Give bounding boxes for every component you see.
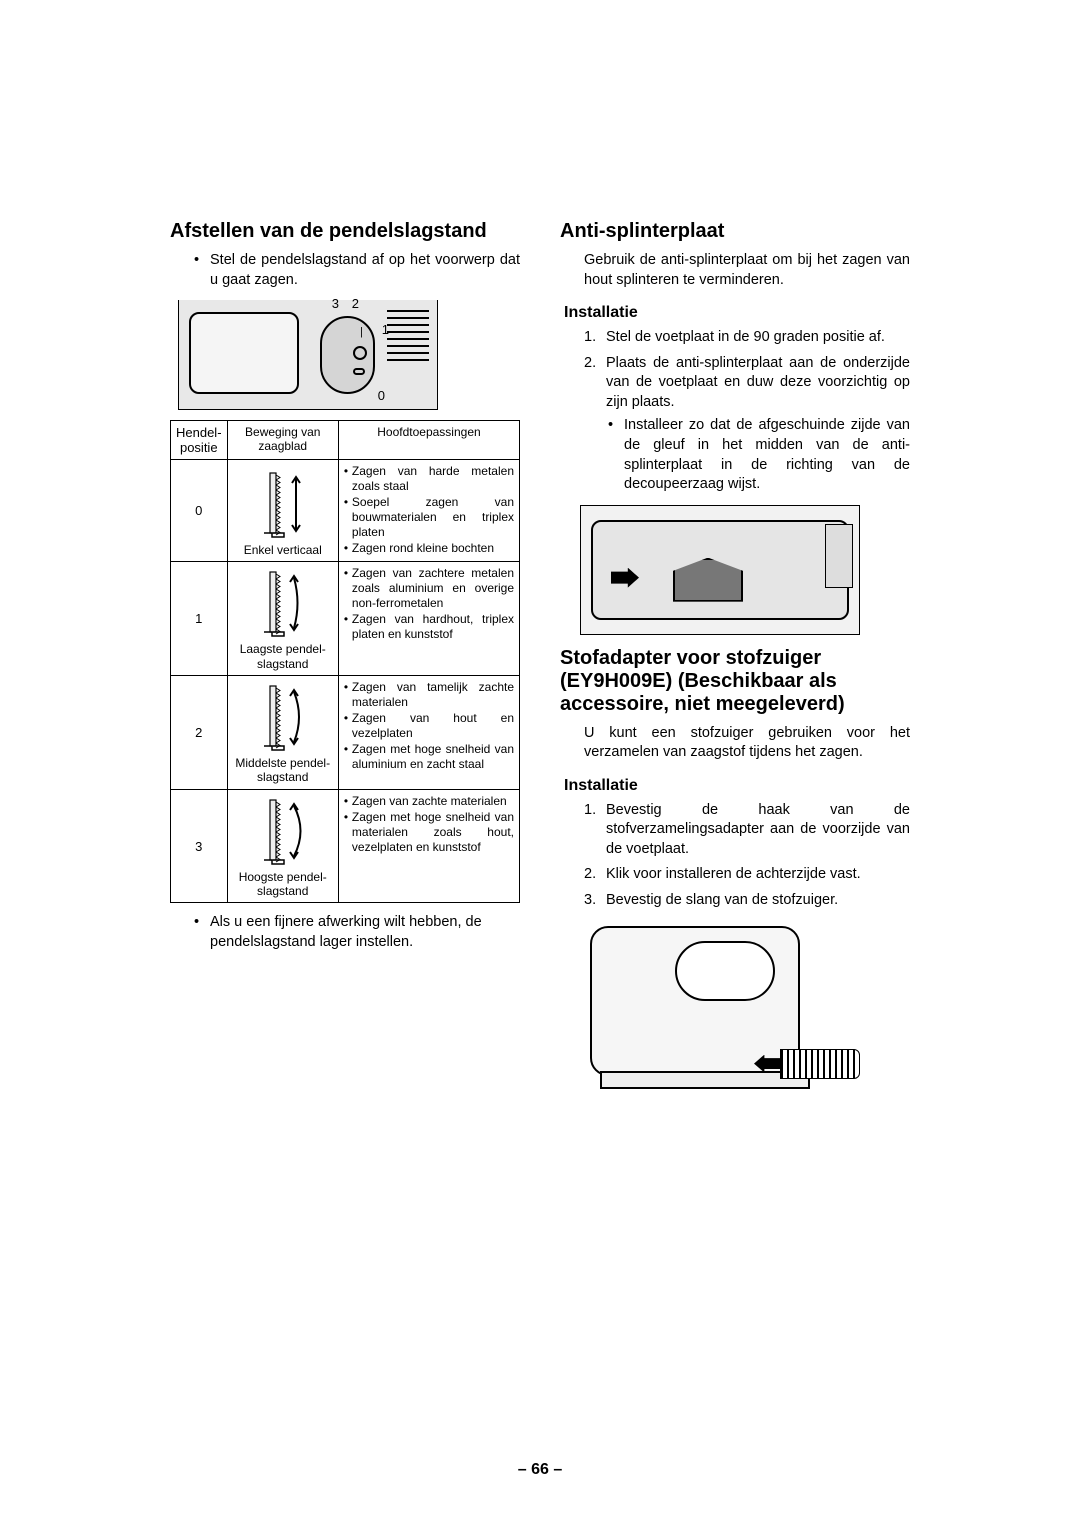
dial-mark-oval (353, 368, 365, 375)
movement-label: Enkel verticaal (233, 543, 333, 557)
cell-applications: Zagen van zachte materialenZagen met hog… (338, 789, 519, 903)
diagram-ridges (387, 310, 429, 366)
table-row: 0 Enkel verticaal Zagen van harde metalen… (171, 460, 520, 562)
movement-label: Hoogste pendel-slagstand (233, 870, 333, 899)
table-header-row: Hendel-positie Beweging van zaagblad Hoo… (171, 421, 520, 460)
list-item: Bevestig de slang van de stofzuiger. (584, 891, 910, 911)
blade-motion-icon (258, 682, 308, 752)
dial-label-2: 2 (352, 296, 359, 311)
heading-antisplinter: Anti-splinterplaat (560, 220, 910, 243)
list-item: Stel de voetplaat in de 90 graden positi… (584, 328, 910, 348)
dial-label-3: 3 (332, 296, 339, 311)
table-row: 3 Hoogste pendel-slagstandZagen van zach… (171, 789, 520, 903)
cell-position: 1 (171, 562, 228, 676)
right-column: Anti-splinterplaat Gebruik de anti-splin… (560, 220, 910, 1101)
antisplinter-diagram (580, 505, 860, 635)
blade-motion-icon (258, 796, 308, 866)
movement-label: Middelste pendel-slagstand (233, 756, 333, 785)
heading-pendel: Afstellen van de pendelslagstand (170, 220, 520, 243)
diagram-dial: | (320, 316, 375, 394)
list-item: Klik voor installeren de achterzijde vas… (584, 865, 910, 885)
cell-applications: Zagen van tamelijk zachte materialenZage… (338, 675, 519, 789)
cell-position: 2 (171, 675, 228, 789)
install-list-1: Stel de voetplaat in de 90 graden positi… (560, 328, 910, 495)
dial-label-1: 1 (382, 322, 389, 337)
cell-position: 0 (171, 460, 228, 562)
footnote: Als u een fijnere afwerking wilt hebben,… (170, 913, 520, 952)
list-item: Plaats de anti-splinterplaat aan de onde… (584, 354, 910, 495)
application-item: Zagen met hoge snelheid van materialen z… (344, 810, 514, 855)
list-item-text: Plaats de anti-splinterplaat aan de onde… (606, 355, 910, 410)
application-item: Zagen van hout en vezelplaten (344, 711, 514, 741)
application-item: Zagen van hardhout, triplex platen en ku… (344, 612, 514, 642)
intro-bullet: Stel de pendelslagstand af op het voorwe… (170, 251, 520, 290)
table-row: 1 Laagste pendel-slagstand Zagen van zach… (171, 562, 520, 676)
cell-applications: Zagen van zachtere metalen zoals alumini… (338, 562, 519, 676)
blade-motion-icon (258, 568, 308, 638)
application-item: Soepel zagen van bouwmaterialen en tripl… (344, 495, 514, 540)
cell-position: 3 (171, 789, 228, 903)
dial-mark-1: | (360, 326, 363, 338)
heading-dustadapter: Stofadapter voor stofzuiger (EY9H009E) (… (560, 647, 910, 716)
cell-movement: Middelste pendel-slagstand (227, 675, 338, 789)
application-item: Zagen van harde metalen zoals staal (344, 464, 514, 494)
antisplinter-text: Gebruik de anti-splinterplaat om bij het… (560, 251, 910, 290)
application-item: Zagen van tamelijk zachte materialen (344, 680, 514, 710)
subhead-install-1: Installatie (560, 304, 910, 322)
table-row: 2 Middelste pendel-slagstandZagen van ta… (171, 675, 520, 789)
dustadapter-diagram (580, 921, 860, 1101)
cell-movement: Laagste pendel-slagstand (227, 562, 338, 676)
diagram-base (600, 1071, 810, 1089)
application-item: Zagen rond kleine bochten (344, 541, 514, 556)
nested-bullet: Installeer zo dat de afgeschuinde zijde … (606, 416, 910, 494)
application-item: Zagen van zachte materialen (344, 794, 514, 809)
pendel-table: Hendel-positie Beweging van zaagblad Hoo… (170, 420, 520, 903)
cell-movement: Hoogste pendel-slagstand (227, 789, 338, 903)
movement-label: Laagste pendel-slagstand (233, 642, 333, 671)
left-column: Afstellen van de pendelslagstand Stel de… (170, 220, 520, 1101)
subhead-install-2: Installatie (560, 777, 910, 795)
th-movement: Beweging van zaagblad (227, 421, 338, 460)
dial-label-0: 0 (378, 388, 385, 403)
cell-movement: Enkel verticaal (227, 460, 338, 562)
diagram-ridges (825, 524, 853, 588)
dial-diagram: | 3 2 1 0 (178, 300, 438, 410)
cell-applications: Zagen van harde metalen zoals staalSoepe… (338, 460, 519, 562)
dustadapter-text: U kunt een stofzuiger gebruiken voor het… (560, 724, 910, 763)
th-position: Hendel-positie (171, 421, 228, 460)
list-item: Bevestig de haak van de stofverzamelings… (584, 801, 910, 860)
install-list-2: Bevestig de haak van de stofverzamelings… (560, 801, 910, 911)
th-applications: Hoofdtoepassingen (338, 421, 519, 460)
blade-motion-icon (258, 469, 308, 539)
diagram-body (189, 312, 299, 394)
application-item: Zagen met hoge snelheid van aluminium en… (344, 742, 514, 772)
dial-mark-circle (353, 346, 367, 360)
diagram-hose (780, 1049, 860, 1079)
application-item: Zagen van zachtere metalen zoals alumini… (344, 566, 514, 611)
page-number: – 66 – (0, 1461, 1080, 1479)
page: Afstellen van de pendelslagstand Stel de… (0, 0, 1080, 1161)
diagram-handle (675, 941, 775, 1001)
